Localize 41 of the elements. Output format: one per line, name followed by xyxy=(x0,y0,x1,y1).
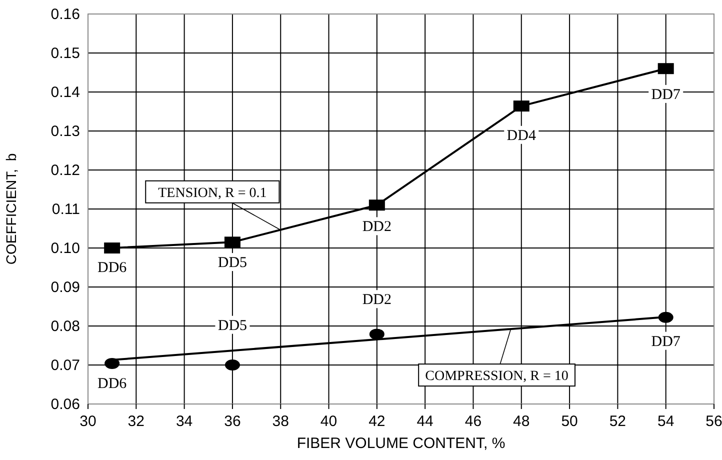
x-tick-label: 36 xyxy=(224,413,241,430)
y-axis-title: COEFFICIENT, b xyxy=(3,153,19,265)
annotation: DD2 xyxy=(362,219,392,236)
x-tick-label: 54 xyxy=(658,413,674,430)
x-tick-label: 46 xyxy=(464,413,482,430)
x-axis-title: FIBER VOLUME CONTENT, % xyxy=(296,435,506,452)
x-tick-label: 30 xyxy=(80,413,96,430)
x-tick-label: 48 xyxy=(513,413,530,430)
point xyxy=(224,360,240,370)
annotation: DD7 xyxy=(651,334,681,350)
y-tick-label: 0.07 xyxy=(50,357,80,374)
annotation: DD6 xyxy=(97,260,128,276)
x-tick-label: 50 xyxy=(561,413,578,430)
y-tick-label: 0.13 xyxy=(50,123,80,140)
y-tick-label: 0.15 xyxy=(50,45,80,62)
x-tick-label: 52 xyxy=(609,413,626,430)
x-tick-label: 40 xyxy=(320,413,338,430)
annotation: DD4 xyxy=(506,128,536,144)
y-tick-label: 0.11 xyxy=(52,201,80,218)
x-tick-label: 38 xyxy=(272,413,289,430)
text: TENSION, R = 0.1 xyxy=(158,186,267,201)
y-tick-label: 0.08 xyxy=(50,318,80,335)
annotation: DD6 xyxy=(97,376,128,392)
point xyxy=(104,358,120,369)
annotation: DD2 xyxy=(362,292,392,308)
annotation: DD5 xyxy=(218,318,248,334)
text: COMPRESSION, R = 10 xyxy=(425,369,568,384)
y-tick-label: 0.06 xyxy=(50,396,80,413)
annotation: DD7 xyxy=(651,86,681,103)
x-tick-label: 32 xyxy=(128,413,144,430)
annotation: DD5 xyxy=(218,255,248,272)
y-tick-label: 0.14 xyxy=(50,84,80,101)
point xyxy=(369,328,384,340)
x-tick-label: 44 xyxy=(416,413,434,430)
x-tick-label: 42 xyxy=(368,413,386,430)
y-tick-label: 0.12 xyxy=(50,162,80,179)
y-tick-label: 0.16 xyxy=(50,6,80,23)
y-tick-label: 0.10 xyxy=(50,240,80,257)
x-tick-label: 34 xyxy=(176,413,193,430)
y-tick-label: 0.09 xyxy=(50,279,80,296)
x-tick-label: 56 xyxy=(706,413,722,430)
